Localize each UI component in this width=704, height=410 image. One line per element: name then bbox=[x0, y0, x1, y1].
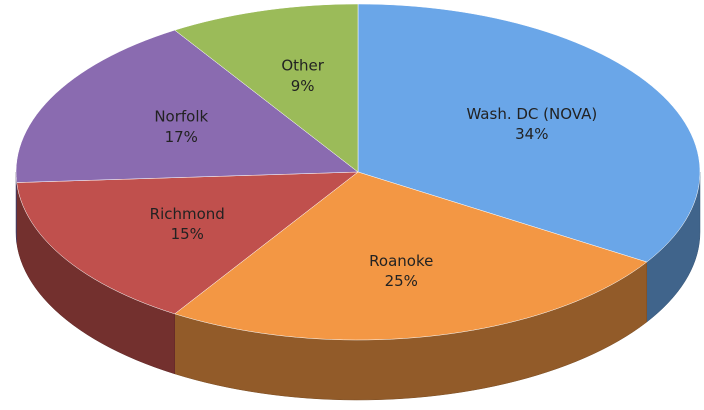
data-label: Norfolk 17% bbox=[154, 108, 208, 146]
pie-tops bbox=[15, 3, 701, 341]
data-label: Richmond 15% bbox=[150, 205, 225, 243]
data-label: Wash. DC (NOVA) 34% bbox=[466, 105, 597, 143]
pie-slice bbox=[174, 171, 648, 341]
pie-labels: Wash. DC (NOVA) 34% Roanoke 25% Richmond 15% N… bbox=[150, 57, 598, 290]
category-label: Roanoke bbox=[369, 252, 433, 270]
category-label: Richmond bbox=[150, 205, 225, 223]
value-label: 34% bbox=[515, 125, 548, 143]
category-label: Other bbox=[281, 57, 324, 75]
value-label: 15% bbox=[171, 225, 204, 243]
data-label: Other 9% bbox=[281, 57, 324, 95]
value-label: 9% bbox=[291, 77, 315, 95]
value-label: 17% bbox=[165, 128, 198, 146]
data-label: Roanoke 25% bbox=[369, 252, 433, 290]
category-label: Wash. DC (NOVA) bbox=[466, 105, 597, 123]
pie-slice bbox=[174, 3, 359, 173]
pie-slice bbox=[357, 3, 701, 263]
pie-slice bbox=[15, 29, 359, 183]
pie-slice bbox=[16, 171, 359, 315]
category-label: Norfolk bbox=[154, 108, 208, 126]
value-label: 25% bbox=[385, 272, 418, 290]
